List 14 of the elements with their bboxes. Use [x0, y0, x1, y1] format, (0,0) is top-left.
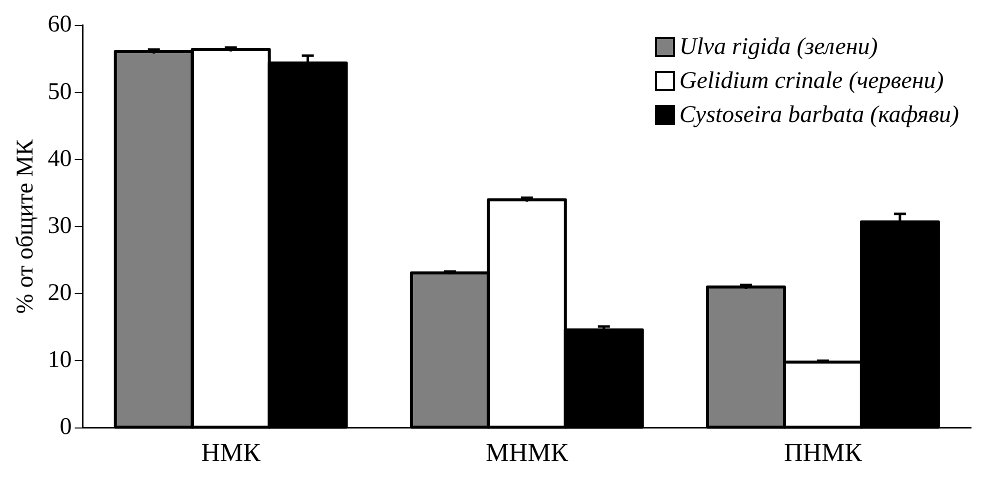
y-tick-label: 30: [48, 212, 72, 239]
legend-label: Ulva rigida (зелени): [679, 33, 878, 62]
x-tick-label: МНМК: [486, 438, 569, 468]
legend-label: Cystoseira barbata (кафяви): [679, 101, 959, 130]
y-axis-title: % от общите МК: [12, 138, 39, 314]
y-tick-label: 40: [48, 146, 72, 172]
y-tick-label: 10: [48, 347, 72, 374]
y-tick-label: 20: [48, 280, 72, 306]
x-tick-label: ПНМК: [784, 438, 863, 468]
y-tick-label: 60: [48, 12, 72, 38]
x-tick-label: НМК: [201, 438, 262, 468]
legend-label: Gelidium crinale (червени): [679, 67, 944, 96]
y-tick-label: 50: [48, 78, 72, 105]
y-tick-label: 0: [60, 414, 72, 440]
